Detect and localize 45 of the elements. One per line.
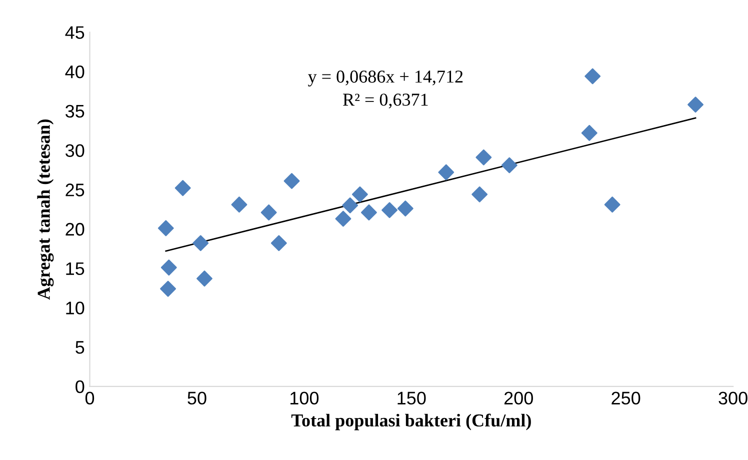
y-tick-label: 40 xyxy=(65,65,84,78)
y-tick-label: 45 xyxy=(65,26,84,39)
point xyxy=(231,196,248,213)
point xyxy=(360,204,377,220)
point xyxy=(352,186,368,202)
point xyxy=(196,270,212,287)
y-tick-label: 25 xyxy=(66,184,84,196)
point xyxy=(501,157,518,174)
point xyxy=(584,68,601,84)
y-axis-title: Agregat tanah (tetesan) xyxy=(37,119,54,300)
x-tick-label: 0 xyxy=(85,392,94,405)
y-tick-label: 20 xyxy=(66,222,84,236)
point xyxy=(174,180,191,196)
y-tick-label: 30 xyxy=(66,144,84,157)
y-tick-label: 0 xyxy=(76,380,84,394)
x-tick-label: 150 xyxy=(398,392,426,405)
point xyxy=(397,200,414,216)
point xyxy=(160,260,177,276)
x-tick-label: 100 xyxy=(290,392,319,405)
x-axis-title: Total populasi bakteri (Cfu/ml) xyxy=(291,414,531,430)
annotation: y = 0,0686x + 14,712 xyxy=(308,70,463,86)
point xyxy=(604,196,620,213)
point xyxy=(472,186,488,202)
point xyxy=(160,280,176,297)
point xyxy=(335,210,352,227)
point xyxy=(581,124,598,141)
point xyxy=(476,149,492,166)
point xyxy=(688,96,704,113)
point xyxy=(192,235,209,252)
x-tick-label: 250 xyxy=(612,392,640,405)
point xyxy=(270,235,287,252)
point xyxy=(158,220,174,236)
point xyxy=(382,202,398,218)
y-tick-label: 5 xyxy=(76,341,84,354)
y-tick-label: 15 xyxy=(66,262,84,276)
point xyxy=(284,172,300,189)
y-tick-label: 35 xyxy=(66,104,84,118)
point xyxy=(342,197,358,214)
annotation: R² = 0,6371 xyxy=(343,94,428,108)
point xyxy=(438,164,454,180)
x-tick-label: 200 xyxy=(504,392,533,405)
point xyxy=(260,204,277,220)
y-tick-label: 10 xyxy=(66,302,84,314)
x-tick-label: 50 xyxy=(188,392,206,405)
x-tick-label: 300 xyxy=(718,392,748,405)
